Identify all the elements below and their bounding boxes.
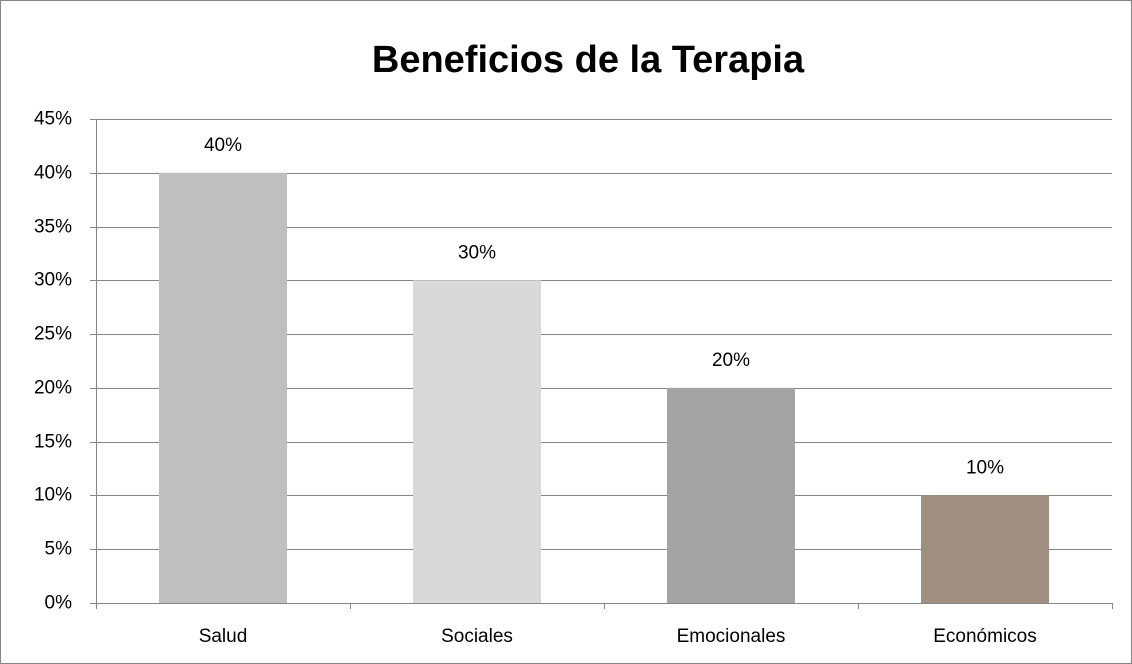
y-tick-label: 35% (34, 217, 72, 238)
x-tick-label: Económicos (933, 626, 1037, 647)
x-tick-label: Salud (199, 626, 248, 647)
y-tick-label: 15% (34, 432, 72, 453)
value-label: 20% (712, 350, 750, 371)
y-tick-label: 40% (34, 163, 72, 184)
x-tick-label: Sociales (441, 626, 513, 647)
value-label: 30% (458, 242, 496, 263)
y-tick-label: 0% (45, 593, 73, 614)
bar (920, 495, 1050, 603)
y-tick-label: 20% (34, 378, 72, 399)
y-tick-label: 25% (34, 324, 72, 345)
bar (158, 172, 288, 603)
y-tick-label: 30% (34, 270, 72, 291)
bar (666, 387, 796, 603)
chart-title: Beneficios de la Terapia (372, 39, 805, 81)
value-label: 10% (966, 457, 1004, 478)
value-label: 40% (204, 135, 242, 156)
bar (412, 280, 542, 603)
y-tick-label: 45% (34, 109, 72, 130)
x-tick-label: Emocionales (677, 626, 786, 647)
y-tick-label: 10% (34, 485, 72, 506)
y-tick-label: 5% (45, 539, 73, 560)
